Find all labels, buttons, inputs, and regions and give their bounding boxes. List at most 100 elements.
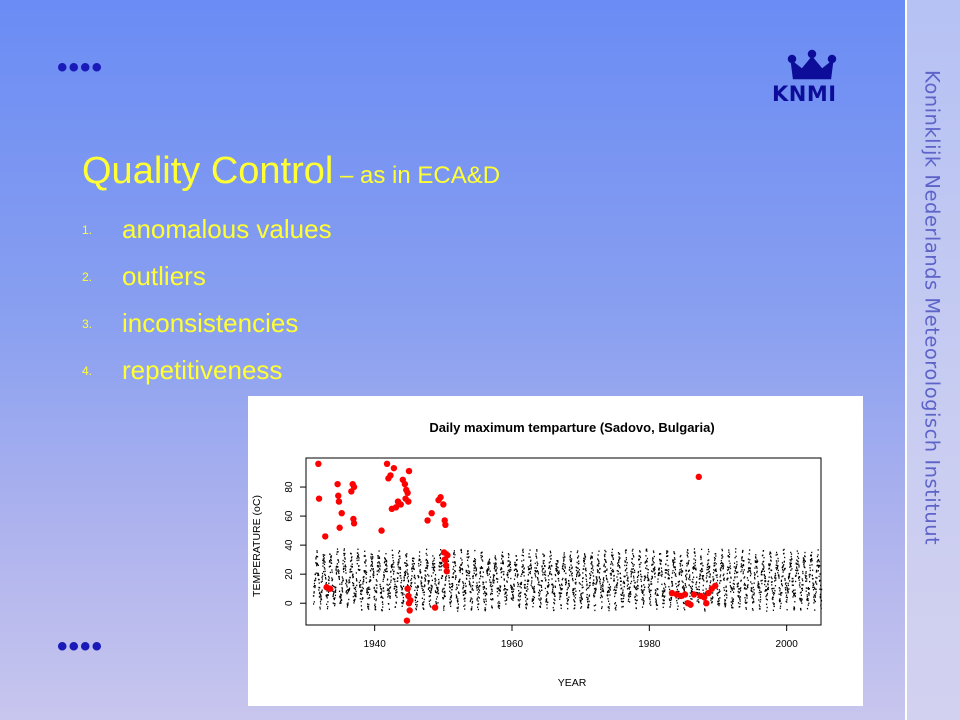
daily-point <box>556 570 558 573</box>
daily-point <box>367 605 369 608</box>
daily-point <box>719 574 722 576</box>
daily-point <box>771 584 773 586</box>
daily-point <box>478 603 480 605</box>
daily-point <box>458 581 460 583</box>
daily-point <box>475 568 478 570</box>
daily-point <box>607 590 609 593</box>
daily-point <box>565 578 567 580</box>
daily-point <box>623 580 625 583</box>
daily-point <box>775 579 777 581</box>
daily-point <box>772 591 775 594</box>
daily-point <box>383 561 386 564</box>
daily-point <box>787 582 789 585</box>
daily-point <box>702 589 704 591</box>
daily-point <box>486 572 488 575</box>
daily-point <box>790 569 792 571</box>
daily-point <box>622 597 625 600</box>
daily-point <box>476 587 478 589</box>
daily-point <box>798 584 801 586</box>
daily-point <box>815 582 817 584</box>
bullet-dots-bottom: •••• <box>57 630 104 663</box>
daily-point <box>742 563 745 566</box>
daily-point <box>420 580 422 582</box>
daily-point <box>673 566 675 569</box>
daily-point <box>356 557 358 559</box>
daily-point <box>684 608 686 611</box>
daily-point <box>333 592 335 595</box>
daily-point <box>753 594 755 596</box>
daily-point <box>725 585 727 587</box>
daily-point <box>587 606 589 609</box>
daily-point <box>751 587 753 589</box>
daily-point <box>776 564 778 567</box>
daily-point <box>317 574 319 577</box>
daily-point <box>729 567 732 570</box>
daily-point <box>590 571 592 573</box>
daily-point <box>548 567 550 570</box>
daily-point <box>549 568 552 570</box>
daily-point <box>352 574 354 576</box>
daily-point <box>537 571 539 573</box>
daily-point <box>497 587 500 590</box>
daily-point <box>627 580 629 582</box>
daily-point <box>746 601 748 604</box>
daily-point <box>509 563 511 565</box>
daily-point <box>658 569 660 571</box>
daily-point <box>575 569 578 572</box>
daily-point <box>382 597 384 599</box>
daily-point <box>789 566 791 568</box>
daily-point <box>629 601 631 603</box>
daily-point <box>457 603 459 605</box>
daily-point <box>670 604 672 606</box>
daily-point <box>377 555 379 557</box>
daily-point <box>350 553 352 555</box>
daily-point <box>550 558 552 560</box>
daily-point <box>646 557 649 560</box>
daily-point <box>501 558 503 560</box>
daily-point <box>684 582 686 585</box>
daily-point <box>615 606 617 609</box>
daily-point <box>719 580 721 582</box>
daily-point <box>586 598 589 601</box>
daily-point <box>521 554 523 557</box>
daily-point <box>332 594 334 596</box>
daily-point <box>517 583 519 586</box>
daily-point <box>718 591 721 593</box>
daily-point <box>689 579 691 581</box>
daily-point <box>462 588 464 590</box>
daily-point <box>513 588 515 590</box>
daily-point <box>537 562 539 565</box>
daily-point <box>702 564 704 567</box>
daily-point <box>569 554 572 557</box>
daily-point <box>734 576 736 578</box>
daily-point <box>769 563 771 565</box>
daily-point <box>755 560 758 563</box>
daily-point <box>818 575 820 578</box>
daily-point <box>391 565 393 568</box>
daily-point <box>349 560 352 562</box>
daily-point <box>543 559 545 562</box>
daily-point <box>332 585 335 587</box>
daily-point <box>701 577 703 580</box>
daily-point <box>653 562 655 564</box>
daily-point <box>729 565 731 567</box>
daily-point <box>813 596 815 598</box>
daily-point <box>397 561 399 564</box>
daily-point <box>565 580 567 582</box>
daily-point <box>586 587 588 590</box>
daily-point <box>577 571 579 573</box>
daily-point <box>697 588 699 591</box>
daily-point <box>767 588 769 590</box>
daily-point <box>778 575 780 578</box>
daily-point <box>705 577 707 579</box>
daily-point <box>559 584 561 587</box>
flagged-point <box>334 480 341 488</box>
daily-point <box>466 571 469 574</box>
daily-point <box>591 562 593 564</box>
daily-point <box>457 607 459 610</box>
daily-point <box>591 564 593 566</box>
daily-point <box>779 599 781 601</box>
daily-point <box>466 553 468 555</box>
daily-point <box>492 577 495 579</box>
daily-point <box>534 591 536 594</box>
